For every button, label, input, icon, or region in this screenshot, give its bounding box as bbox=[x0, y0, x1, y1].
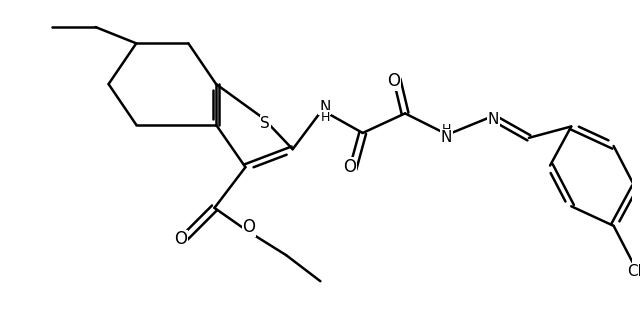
Text: O: O bbox=[387, 72, 401, 90]
Text: Cl: Cl bbox=[627, 264, 640, 279]
Text: H: H bbox=[320, 111, 330, 123]
Text: O: O bbox=[344, 158, 356, 176]
Text: O: O bbox=[174, 230, 188, 248]
Text: H: H bbox=[442, 123, 451, 136]
Text: S: S bbox=[260, 116, 270, 131]
Text: N: N bbox=[441, 130, 452, 145]
Text: N: N bbox=[488, 112, 499, 127]
Text: N: N bbox=[319, 100, 331, 115]
Text: O: O bbox=[243, 218, 255, 236]
